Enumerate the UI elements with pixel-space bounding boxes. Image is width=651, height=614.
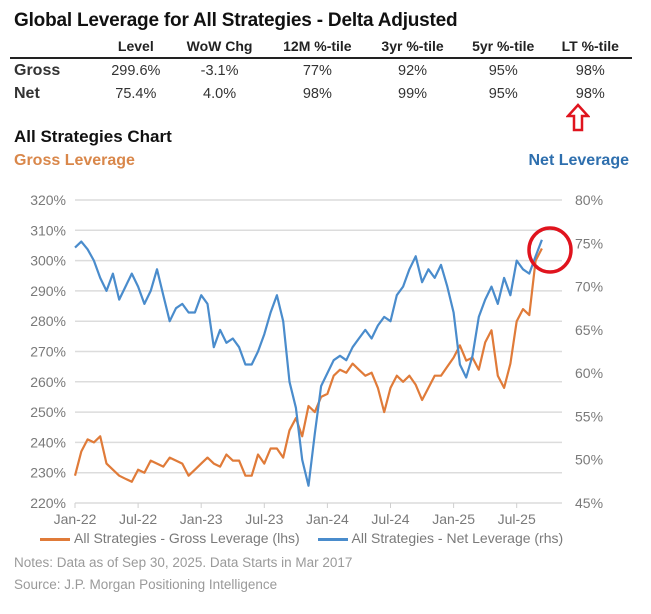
legend-swatch-gross (40, 537, 70, 541)
y-right-tick-label: 75% (575, 235, 603, 251)
legend-item-net: All Strategies - Net Leverage (rhs) (317, 530, 564, 546)
cell: 4.0% (203, 86, 237, 102)
x-tick-label: Jan-22 (54, 511, 97, 527)
x-tick-label: Jan-25 (432, 511, 475, 527)
up-arrow-icon (566, 103, 590, 132)
cell: -3.1% (200, 63, 239, 79)
y-left-tick-label: 230% (30, 465, 66, 481)
cell: 77% (302, 63, 332, 79)
cell: 98% (575, 63, 605, 79)
x-tick-label: Jul-25 (498, 511, 536, 527)
x-tick-label: Jul-24 (371, 511, 409, 527)
source: Source: J.P. Morgan Positioning Intellig… (14, 577, 278, 592)
y-left-tick-label: 310% (30, 222, 66, 238)
legend-swatch-net (317, 537, 348, 541)
table-row-net: Net 75.4% 4.0% 98% 99% 95% 98% (10, 82, 632, 105)
cell: 299.6% (111, 63, 161, 79)
cell: 95% (488, 63, 518, 79)
y-right-tick-label: 65% (575, 322, 603, 338)
cell: 92% (398, 63, 428, 79)
y-left-tick-label: 320% (30, 192, 66, 208)
stats-header-row: Level WoW Chg 12M %-tile 3yr %-tile 5yr … (10, 36, 632, 59)
series-line-net-leverage (74, 239, 543, 487)
col-header-wow: WoW Chg (171, 36, 268, 59)
y-right-tick-label: 55% (575, 408, 603, 424)
y-right-tick-label: 45% (575, 495, 603, 511)
col-header-empty (10, 36, 100, 59)
col-header-3yr: 3yr %-tile (367, 36, 458, 59)
legend-item-gross: All Strategies - Gross Leverage (lhs) (40, 530, 304, 546)
y-left-tick-label: 300% (30, 253, 66, 269)
y-left-tick-label: 270% (30, 344, 66, 360)
legend-label-net: All Strategies - Net Leverage (rhs) (351, 530, 564, 546)
y-left-tick-label: 290% (30, 283, 66, 299)
cell: 98% (302, 86, 332, 102)
x-tick-label: Jul-23 (245, 511, 283, 527)
y-right-tick-label: 80% (575, 192, 603, 208)
y-left-tick-label: 280% (30, 313, 66, 329)
page-title: Global Leverage for All Strategies - Del… (14, 10, 458, 31)
x-tick-label: Jul-22 (119, 511, 157, 527)
left-axis-title: Gross Leverage (14, 152, 135, 169)
stats-table: Level WoW Chg 12M %-tile 3yr %-tile 5yr … (10, 36, 632, 105)
y-left-tick-label: 220% (30, 495, 66, 511)
col-header-5yr: 5yr %-tile (457, 36, 549, 59)
y-right-tick-label: 60% (575, 365, 603, 381)
col-header-level: Level (100, 36, 172, 59)
cell: 99% (398, 86, 428, 102)
y-left-tick-label: 260% (30, 374, 66, 390)
cell: 95% (488, 86, 518, 102)
cell: 75.4% (115, 86, 157, 102)
chart-title: All Strategies Chart (14, 127, 172, 146)
notes: Notes: Data as of Sep 30, 2025. Data Sta… (14, 555, 353, 570)
table-row-gross: Gross 299.6% -3.1% 77% 92% 95% 98% (10, 58, 632, 82)
row-label-gross: Gross (14, 62, 61, 79)
cell: 98% (575, 86, 605, 102)
y-left-tick-label: 240% (30, 434, 66, 450)
y-right-tick-label: 50% (575, 452, 603, 468)
col-header-lt: LT %-tile (548, 36, 632, 59)
x-tick-label: Jan-24 (306, 511, 349, 527)
col-header-12m: 12M %-tile (267, 36, 368, 59)
highlight-circle-annotation (527, 226, 573, 274)
row-label-net: Net (14, 85, 40, 102)
legend-label-gross: All Strategies - Gross Leverage (lhs) (74, 530, 300, 546)
x-tick-label: Jan-23 (180, 511, 223, 527)
y-right-tick-label: 70% (575, 279, 603, 295)
right-axis-title: Net Leverage (528, 152, 630, 169)
y-left-tick-label: 250% (30, 404, 66, 420)
series-line-gross-leverage (73, 247, 543, 483)
legend: All Strategies - Gross Leverage (lhs) Al… (40, 530, 577, 546)
